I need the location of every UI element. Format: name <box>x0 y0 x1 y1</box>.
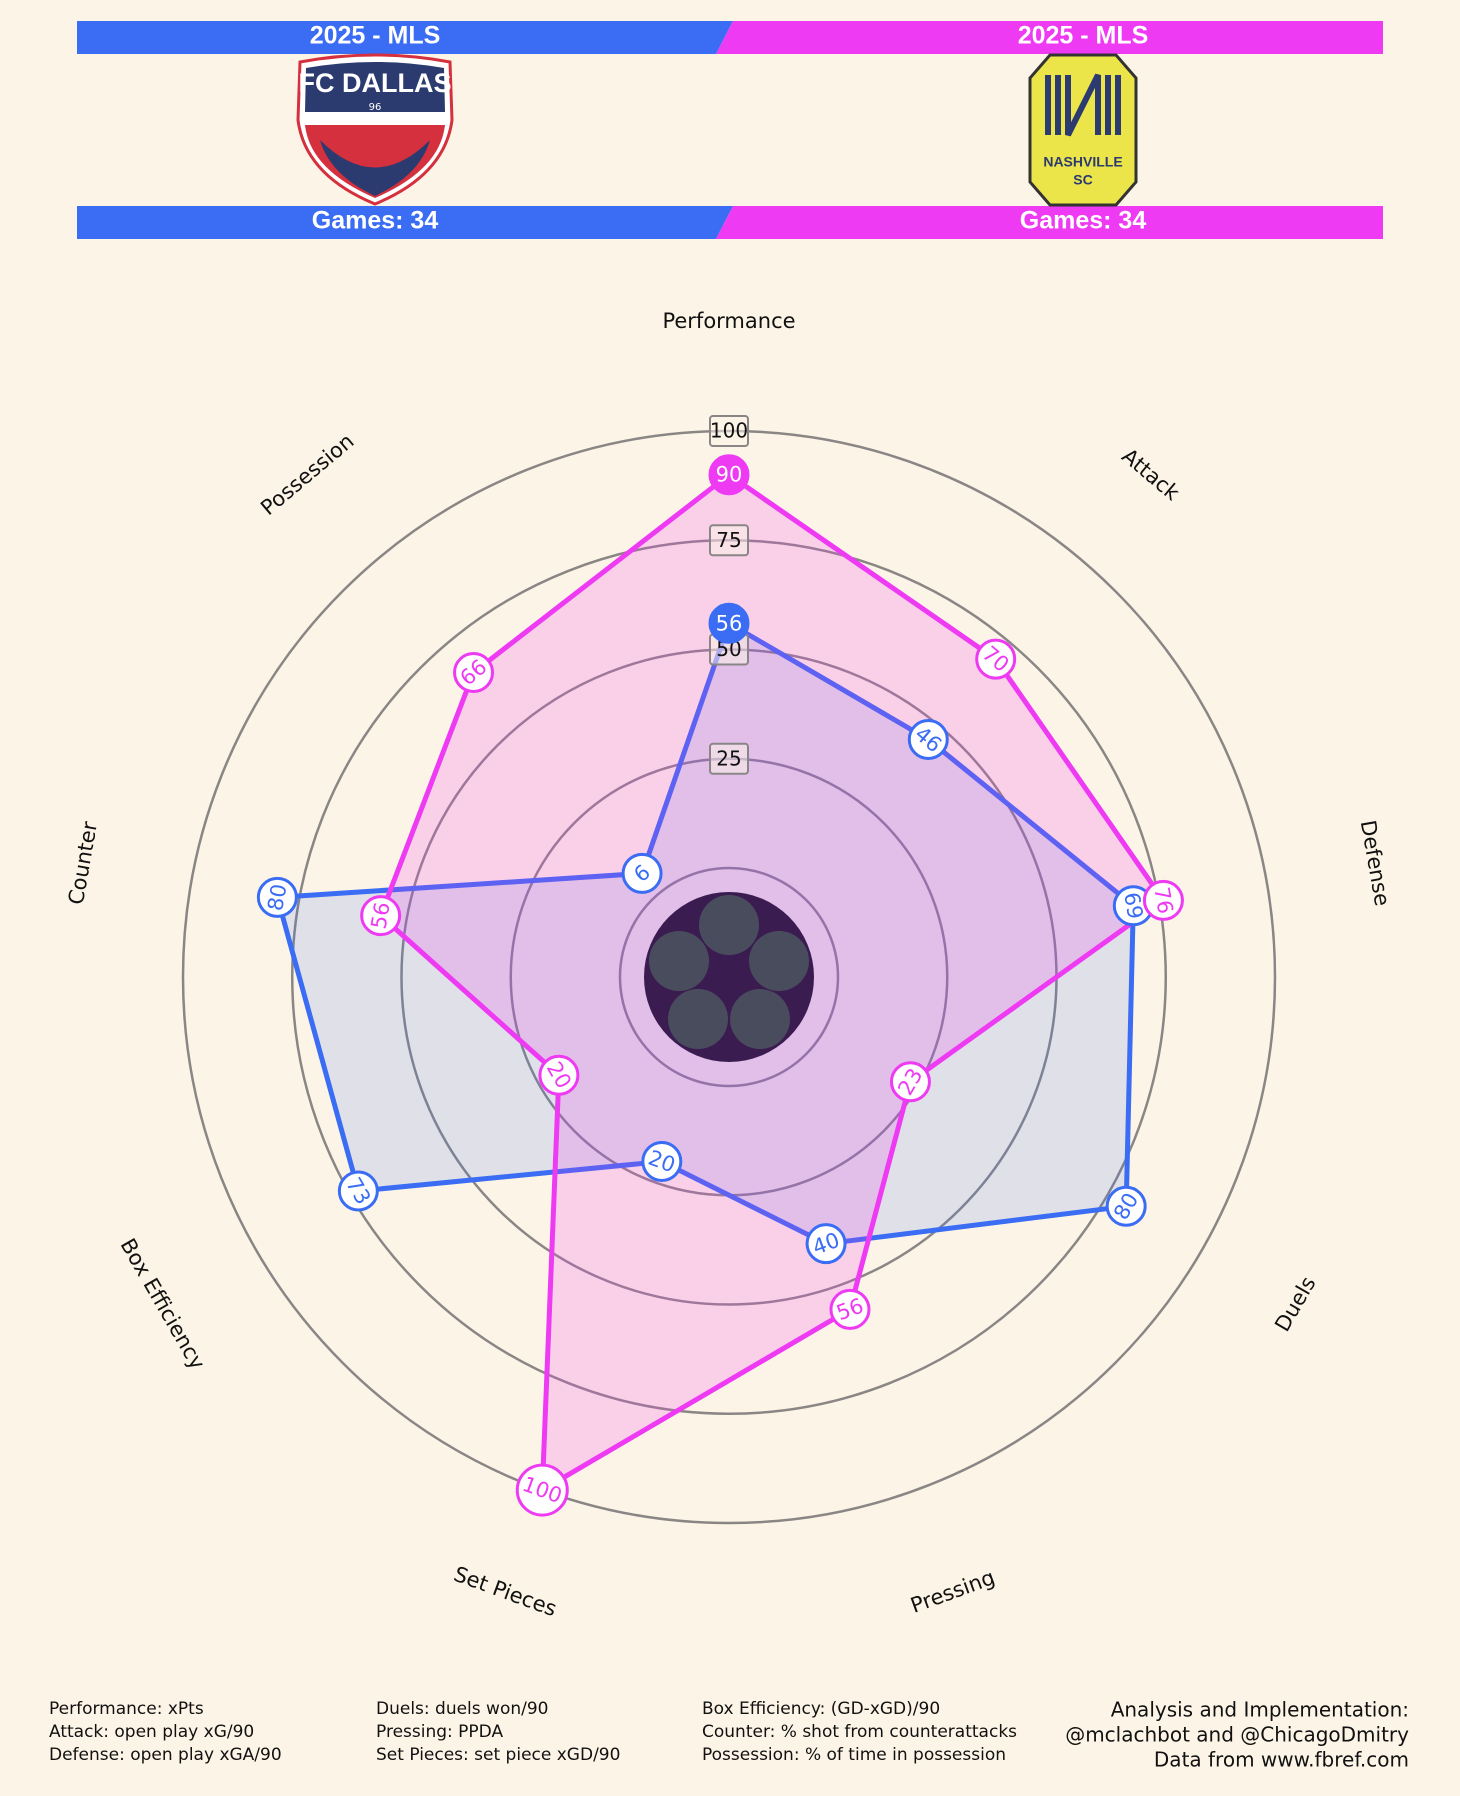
ball-patch <box>699 895 759 955</box>
y-tick-label: 25 <box>716 746 741 770</box>
metric-note: Duels: duels won/90 <box>376 1699 548 1719</box>
logo-text: 96 <box>369 102 382 113</box>
value-marker <box>708 454 750 496</box>
metric-note: Defense: open play xGA/90 <box>49 1745 282 1765</box>
value-marker <box>256 876 298 918</box>
metric-note: Performance: xPts <box>49 1699 204 1719</box>
value-marker <box>337 1170 379 1212</box>
ball-patch <box>749 931 809 991</box>
value-marker <box>538 1054 580 1096</box>
ball-patch <box>668 989 728 1049</box>
value-marker <box>907 719 949 761</box>
axis-label: Performance <box>662 309 795 333</box>
value-marker <box>515 1463 569 1517</box>
header: 2025 - MLS 2025 - MLS Games: 34 Games: 3… <box>77 21 1383 239</box>
league: 2025 - MLS <box>1018 22 1149 50</box>
credit: Data from www.fbref.com <box>1154 1748 1409 1772</box>
logo-nashville: NASHVILLE SC <box>1028 53 1138 207</box>
value-label: 56 <box>367 900 395 930</box>
metric-note: Attack: open play xG/90 <box>49 1722 254 1742</box>
metric-note: Box Efficiency: (GD-xGD)/90 <box>702 1699 940 1719</box>
tick-box <box>709 524 749 557</box>
series-area <box>378 472 1166 1493</box>
value-marker <box>453 652 495 694</box>
value-label: 69 <box>1119 890 1147 920</box>
value-marker <box>805 1223 847 1265</box>
radar-chart: PerformanceAttackDefenseDuelsPressingSet… <box>64 309 1395 1621</box>
header-bar <box>716 21 1383 54</box>
value-marker <box>1142 879 1184 921</box>
logo-text: FC DALLAS <box>299 68 452 98</box>
header-bar <box>77 206 733 239</box>
credit: @mclachbot and @ChicagoDmitry <box>1065 1723 1409 1747</box>
value-marker <box>889 1061 931 1103</box>
value-marker <box>829 1288 871 1330</box>
games: Games: 34 <box>1020 207 1147 235</box>
metric-note: Possession: % of time in possession <box>702 1745 1006 1765</box>
metric-note: Counter: % shot from counterattacks <box>702 1722 1017 1742</box>
header-bar <box>77 21 733 54</box>
credit: Analysis and Implementation: <box>1111 1698 1409 1722</box>
value-marker <box>708 602 750 644</box>
logo-text: NASHVILLE <box>1043 154 1122 170</box>
value-label: 90 <box>716 463 743 487</box>
value-marker <box>641 1141 683 1183</box>
games: Games: 34 <box>312 207 439 235</box>
value-marker <box>1105 1185 1147 1227</box>
league: 2025 - MLS <box>310 22 441 50</box>
footer: Performance: xPts Attack: open play xG/90… <box>49 1698 1409 1772</box>
logo-dallas: FC DALLAS 96 <box>296 53 454 206</box>
tick-box <box>709 415 749 447</box>
header-bar <box>716 206 1383 239</box>
metric-note: Set Pieces: set piece xGD/90 <box>376 1745 620 1765</box>
y-tick-label: 75 <box>716 528 741 552</box>
ball-patch <box>649 931 709 991</box>
value-label: 80 <box>263 882 291 912</box>
ball-patch <box>707 955 751 999</box>
metric-note: Pressing: PPDA <box>376 1722 503 1742</box>
value-marker <box>975 638 1017 680</box>
ball-patch <box>730 989 790 1049</box>
value-marker <box>360 895 402 937</box>
value-marker <box>621 852 663 894</box>
y-tick-label: 100 <box>710 419 748 443</box>
tick-box <box>709 742 749 775</box>
center-ring <box>618 866 840 1088</box>
value-label: 56 <box>716 611 743 635</box>
value-label: 76 <box>1149 885 1177 915</box>
logo-text: SC <box>1073 172 1092 188</box>
